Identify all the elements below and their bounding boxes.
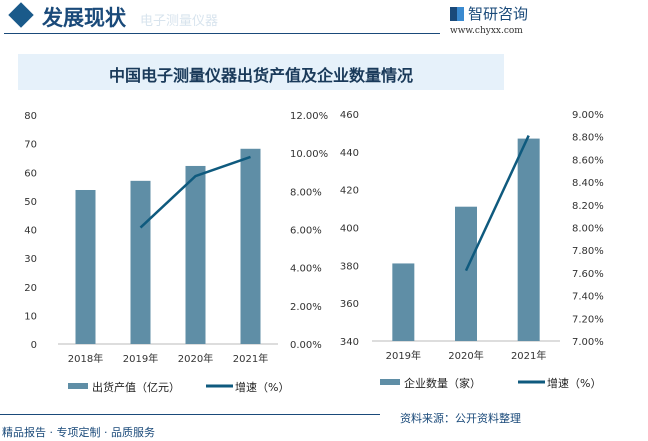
legend-label: 增速（%） (547, 376, 601, 390)
y2-tick-label: 0.00% (290, 340, 322, 351)
y-tick-label: 460 (340, 110, 359, 121)
legend-label: 企业数量（家） (404, 376, 481, 390)
y-tick-label: 440 (340, 148, 359, 159)
y-tick-label: 20 (24, 283, 37, 294)
y2-tick-label: 7.20% (572, 314, 604, 325)
x-tick-label: 2019年 (386, 349, 421, 362)
x-tick-label: 2020年 (448, 349, 483, 362)
y-tick-label: 10 (24, 311, 37, 322)
x-tick-label: 2021年 (233, 352, 268, 365)
section-subtitle: 电子测量仪器 (140, 14, 219, 29)
logo-text: 智研咨询 (468, 5, 529, 23)
y-tick-label: 400 (340, 224, 359, 235)
header: 发展现状 电子测量仪器 智研咨询 www.chyxx.com (0, 0, 648, 40)
y2-tick-label: 9.00% (572, 110, 604, 121)
y2-tick-label: 2.00% (290, 302, 322, 313)
y-tick-label: 0 (31, 340, 37, 351)
y2-tick-label: 8.80% (572, 133, 604, 144)
bar (75, 189, 96, 344)
x-tick-label: 2021年 (511, 349, 546, 362)
legend-label: 增速（%） (235, 380, 289, 394)
logo-icon (450, 7, 464, 21)
y2-tick-label: 7.80% (572, 246, 604, 257)
y2-tick-label: 7.40% (572, 292, 604, 303)
y-tick-label: 360 (340, 299, 359, 310)
y-tick-label: 80 (24, 111, 37, 122)
y2-tick-label: 10.00% (290, 149, 328, 160)
legend-bar-swatch (68, 383, 88, 389)
legend-label: 出货产值（亿元） (92, 380, 180, 394)
x-tick-label: 2020年 (178, 352, 213, 365)
chart-title: 中国电子测量仪器出货产值及企业数量情况 (108, 66, 413, 85)
y2-tick-label: 8.60% (572, 155, 604, 166)
footer-divider (0, 414, 380, 415)
bar (455, 206, 477, 341)
source-note: 资料来源：公开资料整理 (400, 412, 521, 425)
y-tick-label: 380 (340, 261, 359, 272)
y2-tick-label: 7.60% (572, 269, 604, 280)
bar (185, 165, 206, 344)
bar (240, 148, 261, 344)
y2-tick-label: 4.00% (290, 264, 322, 275)
y-tick-label: 420 (340, 186, 359, 197)
y-tick-label: 70 (24, 140, 37, 151)
y2-tick-label: 12.00% (290, 111, 328, 122)
y-tick-label: 50 (24, 197, 37, 208)
y-tick-label: 30 (24, 254, 37, 265)
footer-slogan: 精品报告 · 专项定制 · 品质服务 (2, 426, 155, 439)
y2-tick-label: 8.00% (290, 187, 322, 198)
y2-tick-label: 8.00% (572, 224, 604, 235)
legend-bar-swatch (380, 379, 400, 385)
logo: 智研咨询 (450, 3, 528, 24)
growth-line (464, 135, 530, 272)
y-tick-label: 40 (24, 226, 37, 237)
y2-tick-label: 8.40% (572, 178, 604, 189)
y-tick-label: 60 (24, 168, 37, 179)
bar (517, 138, 540, 341)
growth-line (139, 155, 251, 229)
x-tick-label: 2018年 (68, 352, 103, 365)
url: www.chyxx.com (450, 26, 523, 36)
chart-title-bar: 中国电子测量仪器出货产值及企业数量情况 (18, 54, 504, 90)
y2-tick-label: 8.20% (572, 201, 604, 212)
y-tick-label: 340 (340, 337, 359, 348)
section-title: 发展现状 (42, 5, 126, 30)
y2-tick-label: 7.00% (572, 337, 604, 348)
y2-tick-label: 6.00% (290, 226, 322, 237)
divider (4, 33, 440, 34)
bar (392, 263, 415, 341)
x-tick-label: 2019年 (123, 352, 158, 365)
bar (130, 180, 151, 344)
